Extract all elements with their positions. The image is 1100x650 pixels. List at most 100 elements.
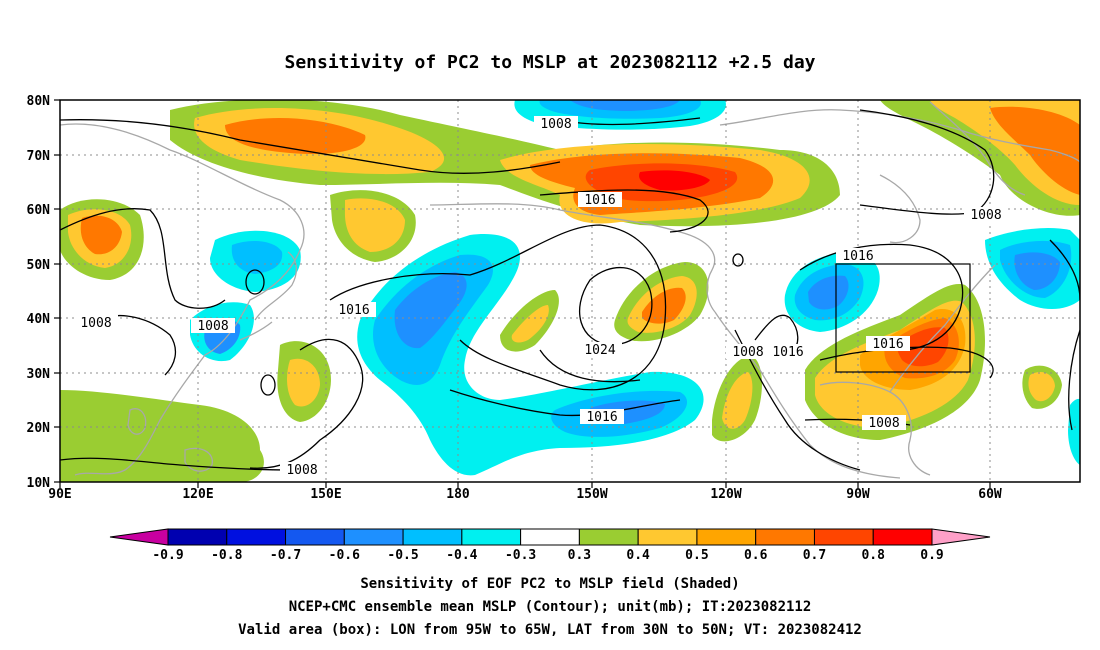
contour-line bbox=[819, 346, 994, 379]
lat-tick-label: 40N bbox=[27, 312, 51, 327]
colorbar-left-arrow bbox=[109, 528, 169, 546]
contour-label: 1016 bbox=[584, 193, 615, 208]
map-panel: 1008 1016 1008 1008 1016 1024 1016 1008 … bbox=[59, 99, 1081, 483]
captions: Sensitivity of EOF PC2 to MSLP field (Sh… bbox=[238, 576, 862, 638]
contour-label-bg bbox=[578, 342, 622, 357]
lon-tick-label: 90E bbox=[48, 487, 71, 502]
coastline-japan bbox=[239, 251, 298, 341]
colorbar-swatch bbox=[285, 528, 345, 546]
contour-label-bg bbox=[280, 462, 324, 477]
lat-tick-label: 60N bbox=[27, 203, 51, 218]
colorbar-swatch bbox=[872, 528, 933, 546]
positive-region bbox=[511, 305, 549, 343]
positive-region bbox=[990, 106, 1080, 195]
colorbar-label: 0.6 bbox=[744, 548, 768, 563]
colorbar-label: -0.7 bbox=[270, 548, 301, 563]
positive-region bbox=[642, 287, 686, 324]
contour-label-bg bbox=[836, 248, 880, 263]
contour-label-bg bbox=[580, 409, 624, 424]
lat-tick-label: 70N bbox=[27, 149, 51, 164]
lat-tick-label: 30N bbox=[27, 367, 51, 382]
contour-line bbox=[1068, 329, 1080, 431]
colorbar-swatch bbox=[813, 528, 874, 546]
positive-region bbox=[344, 198, 405, 252]
contour-line bbox=[859, 109, 995, 215]
coastline-alaska bbox=[429, 203, 716, 313]
colorbar-label: -0.3 bbox=[505, 548, 536, 563]
contour-label: 1016 bbox=[872, 337, 903, 352]
lon-tick-label: 150E bbox=[310, 487, 341, 502]
lon-tick-label: 120W bbox=[710, 487, 741, 502]
contour-line bbox=[60, 208, 226, 309]
lon-tick-label: 90W bbox=[846, 487, 870, 502]
colorbar-swatch bbox=[402, 528, 463, 546]
contour-label-bg bbox=[74, 315, 118, 330]
contour-line bbox=[260, 374, 276, 396]
positive-region bbox=[225, 117, 366, 155]
colorbar-swatch bbox=[343, 528, 404, 546]
contour-label: 1016 bbox=[338, 303, 369, 318]
contour-line bbox=[60, 119, 561, 174]
colorbar-label: -0.9 bbox=[152, 548, 183, 563]
colorbar-label: 0.7 bbox=[803, 548, 826, 563]
positive-region bbox=[639, 170, 710, 191]
contour-label: 1008 bbox=[540, 117, 571, 132]
negative-region bbox=[231, 240, 283, 274]
caption-line: Sensitivity of EOF PC2 to MSLP field (Sh… bbox=[360, 576, 739, 592]
colorbar-label: 0.8 bbox=[861, 548, 885, 563]
contour-label: 1024 bbox=[584, 343, 615, 358]
contour-label-bg bbox=[862, 415, 906, 430]
coastline-asia bbox=[60, 123, 305, 476]
colorbar-label: 0.5 bbox=[685, 548, 708, 563]
contour-line bbox=[245, 269, 265, 295]
contour-label-bg bbox=[964, 207, 1008, 222]
map-frame bbox=[59, 99, 1081, 483]
lat-tick-label: 10N bbox=[27, 476, 51, 491]
lat-tick-label: 80N bbox=[27, 94, 51, 109]
lon-tick-label: 150W bbox=[576, 487, 607, 502]
contour-line bbox=[60, 457, 291, 471]
colorbar-label: 0.3 bbox=[568, 548, 591, 563]
colorbar-label: -0.6 bbox=[329, 548, 360, 563]
contour-label-bg bbox=[578, 192, 622, 207]
contour-label: 1008 bbox=[970, 208, 1001, 223]
contour-label-bg bbox=[534, 116, 578, 131]
negative-region bbox=[570, 100, 680, 111]
lat-tick-label: 50N bbox=[27, 258, 51, 273]
negative-region bbox=[808, 275, 849, 310]
negative-region bbox=[1068, 398, 1080, 465]
caption-line: NCEP+CMC ensemble mean MSLP (Contour); u… bbox=[289, 599, 812, 615]
contour-label: 1008 bbox=[197, 319, 228, 334]
colorbar-label: 0.4 bbox=[626, 548, 650, 563]
lon-tick-label: 60W bbox=[978, 487, 1002, 502]
positive-region bbox=[80, 215, 122, 255]
colorbar-right-arrow bbox=[931, 528, 991, 546]
figure-title: Sensitivity of PC2 to MSLP at 2023082112… bbox=[284, 52, 815, 73]
contour-line bbox=[539, 349, 641, 383]
coastline-gulf bbox=[819, 381, 931, 476]
lon-tick-labels: 90E 120E 150E 180 150W 120W 90W 60W bbox=[48, 487, 1002, 502]
contour-label: 1008 bbox=[80, 316, 111, 331]
colorbar-swatch bbox=[578, 528, 639, 546]
negative-region bbox=[1014, 252, 1060, 290]
colorbar: -0.9 -0.8 -0.7 -0.6 -0.5 -0.4 -0.3 0.3 0.4 0.5 0.6… bbox=[109, 528, 991, 563]
contour-line bbox=[732, 253, 744, 267]
positive-region bbox=[722, 372, 753, 429]
contour-label: 1008 bbox=[868, 416, 899, 431]
colorbar-swatch bbox=[637, 528, 698, 546]
positive-region bbox=[287, 358, 320, 407]
lon-tick-label: 180 bbox=[446, 487, 470, 502]
contour-label: 1008 bbox=[732, 345, 763, 360]
colorbar-swatch bbox=[520, 528, 580, 546]
contour-label-bg bbox=[726, 344, 770, 359]
coastline-arctic bbox=[719, 109, 1080, 163]
negative-region bbox=[394, 272, 467, 349]
contour-label: 1016 bbox=[842, 249, 873, 264]
contour-label-bg bbox=[191, 318, 235, 333]
colorbar-label: -0.4 bbox=[446, 548, 477, 563]
colorbar-swatches bbox=[167, 528, 933, 546]
caption-line: Valid area (box): LON from 95W to 65W, L… bbox=[238, 622, 862, 638]
colorbar-swatch bbox=[755, 528, 815, 546]
contour-line bbox=[579, 267, 653, 346]
